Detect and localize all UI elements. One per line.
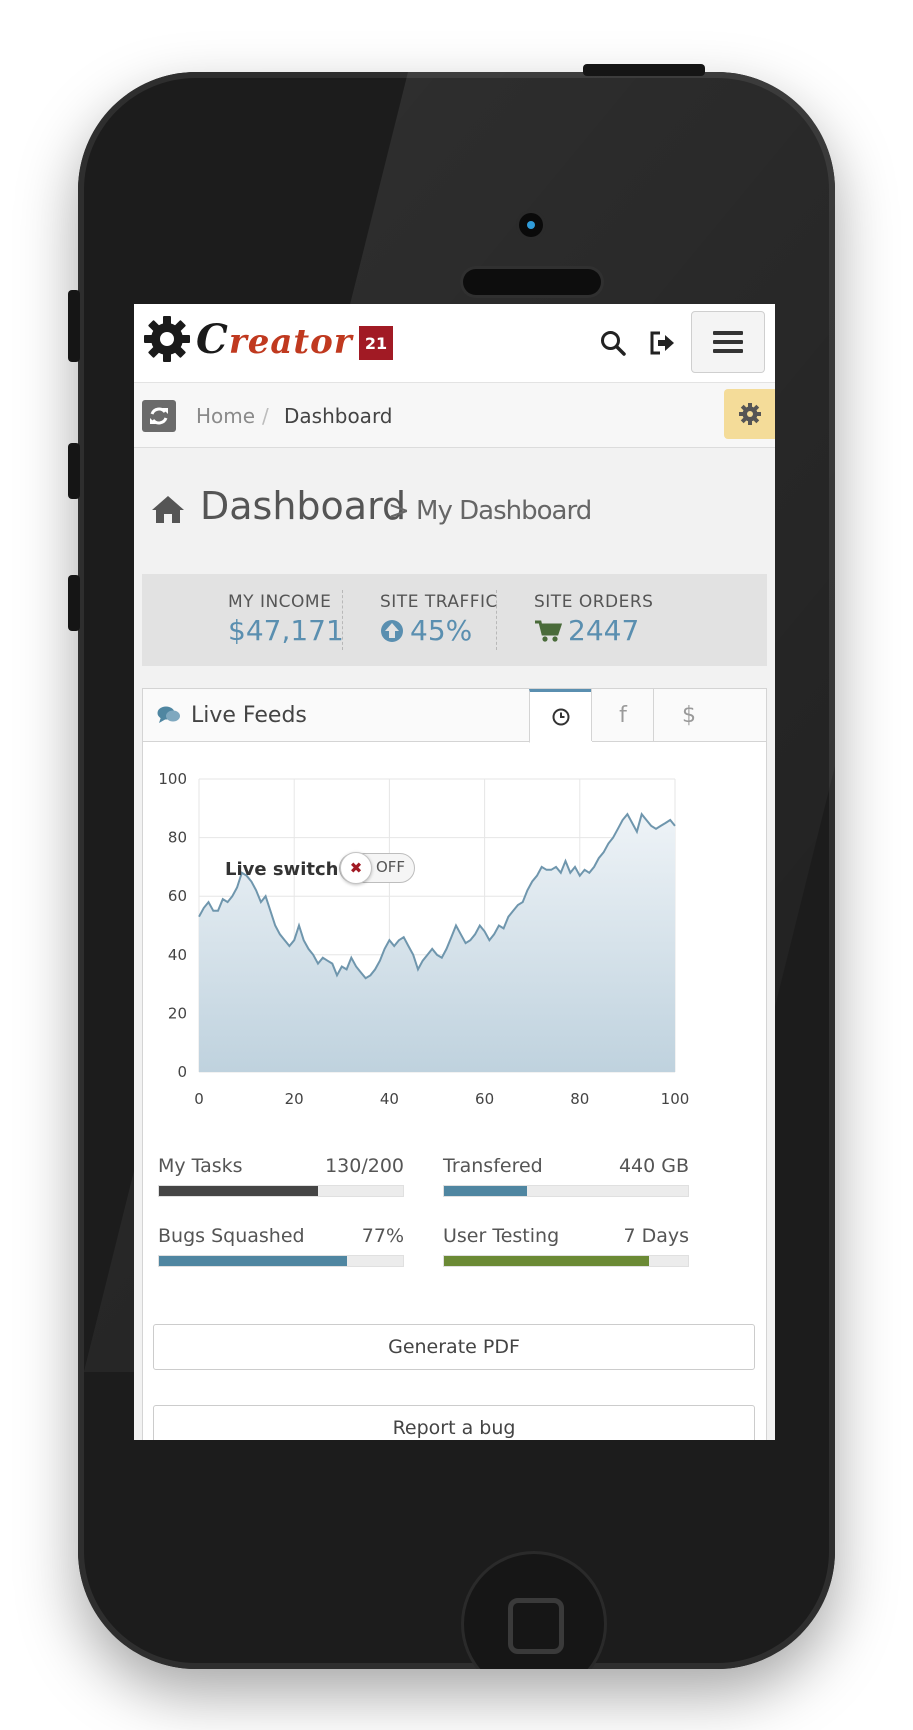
progress-fill (159, 1256, 347, 1266)
live-chart: 0 20 40 60 80 100 0 20 40 60 80 100 Live switch ✖ O… (143, 749, 766, 1129)
cart-icon (535, 620, 562, 642)
menu-toggle-button[interactable] (691, 311, 765, 373)
mute-switch (68, 290, 80, 362)
stat-label: MY INCOME (228, 592, 332, 612)
comments-icon (157, 706, 180, 723)
progress-bugs-squashed: Bugs Squashed 77% (158, 1225, 404, 1267)
app-screen: Creator 21 Home / (134, 304, 775, 1440)
stat-value: 2447 (568, 614, 640, 647)
stat-value: $47,171 (228, 614, 344, 647)
y-tick-label: 20 (168, 1004, 187, 1022)
hamburger-icon (713, 331, 743, 353)
progress-track (158, 1255, 404, 1267)
stat-value: 45% (410, 614, 473, 647)
stat-label: SITE TRAFFIC (380, 592, 498, 612)
x-tick-label: 20 (285, 1090, 304, 1108)
logo-badge: 21 (359, 326, 393, 360)
x-tick-label: 100 (661, 1090, 690, 1108)
series-area (199, 814, 675, 1072)
breadcrumb-home-link[interactable]: Home (196, 404, 256, 428)
panel-header: Live Feeds f $ (143, 689, 766, 743)
progress-fill (159, 1186, 318, 1196)
y-tick-label: 0 (177, 1063, 187, 1081)
stat-site-traffic: SITE TRAFFIC 45% (380, 592, 498, 647)
stat-divider (496, 590, 497, 650)
live-switch-label: Live switch (225, 859, 339, 880)
volume-up-button (68, 443, 80, 499)
logo-first-letter: C (196, 316, 229, 363)
stat-value-wrap: $47,171 (228, 614, 344, 647)
power-button (583, 64, 705, 76)
front-camera (519, 213, 543, 237)
progress-value: 130/200 (325, 1155, 404, 1177)
stat-my-income: MY INCOME $47,171 (228, 592, 344, 647)
panel-title: Live Feeds (191, 703, 307, 728)
logo-text-rest: reator (228, 322, 353, 362)
stats-summary: MY INCOME $47,171 SITE TRAFFIC 45% SITE … (142, 574, 767, 666)
home-button[interactable] (464, 1554, 604, 1669)
page-subtitle: > My Dashboard (388, 496, 592, 526)
page-title: Dashboard (200, 484, 407, 528)
earpiece-speaker (463, 269, 601, 295)
breadcrumb-bar: Home / Dashboard (134, 383, 775, 448)
area-chart: 0 20 40 60 80 100 0 20 40 60 80 100 (158, 770, 690, 1108)
live-switch-state: OFF (376, 858, 406, 876)
y-tick-label: 100 (158, 770, 187, 788)
live-switch-toggle[interactable]: ✖ OFF (339, 852, 415, 884)
generate-pdf-button[interactable]: Generate PDF (153, 1324, 755, 1370)
progress-value: 7 Days (623, 1225, 689, 1247)
settings-button[interactable] (724, 389, 775, 439)
progress-label: User Testing (443, 1225, 560, 1247)
gear-logo-icon (144, 316, 190, 362)
series-line (198, 812, 676, 980)
refresh-button[interactable] (142, 400, 176, 432)
report-bug-button[interactable]: Report a bug (153, 1405, 755, 1440)
x-tick-label: 80 (570, 1090, 589, 1108)
progress-label: My Tasks (158, 1155, 243, 1177)
stat-site-orders: SITE ORDERS 2447 (534, 592, 653, 647)
stat-value-wrap: 2447 (534, 614, 653, 647)
progress-label: Bugs Squashed (158, 1225, 305, 1247)
x-tick-label: 0 (194, 1090, 204, 1108)
tab-facebook[interactable]: f (591, 689, 654, 741)
stat-value-wrap: 45% (380, 614, 498, 647)
breadcrumb-separator: / (262, 404, 269, 428)
x-tick-label: 40 (380, 1090, 399, 1108)
y-tick-label: 80 (168, 829, 187, 847)
progress-user-testing: User Testing 7 Days (443, 1225, 689, 1267)
live-feeds-panel: Live Feeds f $ 0 20 40 60 80 100 0 20 40 60 80 100 … (142, 688, 767, 1440)
logout-icon[interactable] (648, 329, 676, 357)
home-icon (152, 496, 184, 523)
progress-my-tasks: My Tasks 130/200 (158, 1155, 404, 1197)
close-icon: ✖ (340, 852, 372, 884)
progress-track (158, 1185, 404, 1197)
gear-icon (738, 403, 761, 425)
progress-track (443, 1185, 689, 1197)
progress-label: Transfered (443, 1155, 543, 1177)
logo-wordmark[interactable]: Creator (196, 316, 353, 363)
progress-fill (444, 1256, 649, 1266)
stat-label: SITE ORDERS (534, 592, 654, 612)
top-navbar: Creator 21 (134, 304, 775, 383)
volume-down-button (68, 575, 80, 631)
clock-icon (552, 708, 570, 726)
refresh-icon (150, 407, 168, 425)
x-tick-label: 60 (475, 1090, 494, 1108)
stat-divider (342, 590, 343, 650)
progress-transfered: Transfered 440 GB (443, 1155, 689, 1197)
progress-value: 440 GB (618, 1155, 689, 1177)
tab-dollar[interactable]: $ (653, 689, 765, 741)
progress-fill (444, 1186, 527, 1196)
progress-track (443, 1255, 689, 1267)
breadcrumb-current: Dashboard (284, 404, 393, 428)
search-icon[interactable] (599, 329, 627, 357)
arrow-up-circle-icon (381, 619, 403, 642)
y-tick-label: 60 (168, 887, 187, 905)
tab-clock[interactable] (529, 689, 592, 743)
progress-value: 77% (361, 1225, 404, 1247)
y-tick-label: 40 (168, 946, 187, 964)
